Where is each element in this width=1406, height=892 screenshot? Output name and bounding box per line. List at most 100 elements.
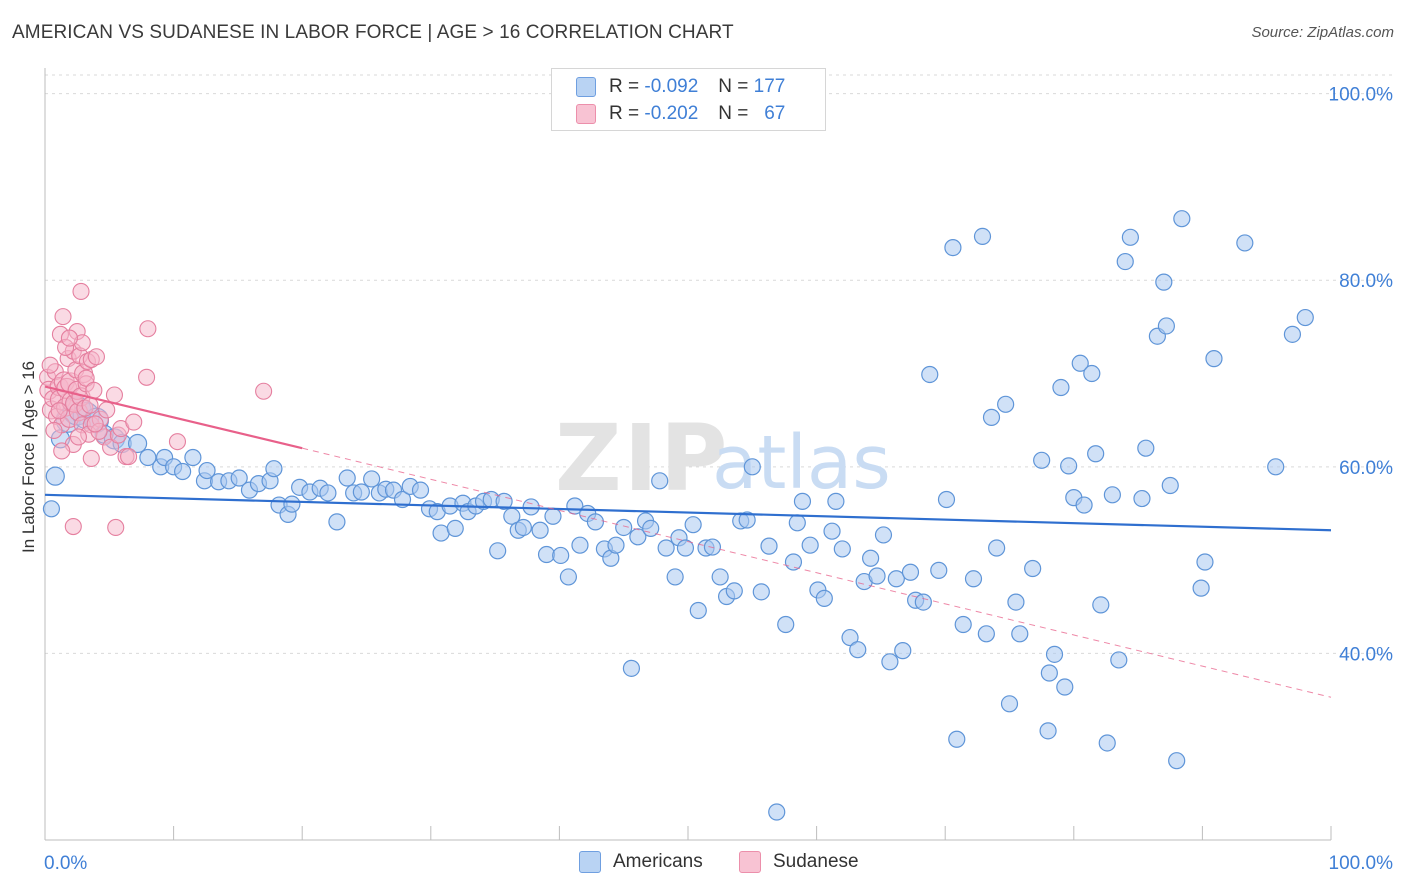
legend-row-americans: R = -0.092 N = 177 xyxy=(576,75,785,99)
american-point xyxy=(944,238,962,257)
american-point xyxy=(1205,350,1223,368)
american-point xyxy=(411,481,430,499)
american-point xyxy=(230,469,248,487)
chart-title: AMERICAN VS SUDANESE IN LABOR FORCE | AG… xyxy=(12,22,734,43)
american-point xyxy=(651,472,669,490)
legend-r-value: -0.202 xyxy=(644,103,699,124)
american-point xyxy=(446,519,464,538)
sudanese-legend-swatch xyxy=(739,851,761,873)
american-point xyxy=(1011,625,1029,643)
american-point xyxy=(1000,695,1019,713)
american-point xyxy=(642,519,660,538)
american-point xyxy=(768,803,786,821)
sudanese-point xyxy=(107,518,125,537)
american-point xyxy=(1196,553,1214,571)
american-point xyxy=(997,395,1015,413)
sudanese-point xyxy=(77,369,95,387)
american-point xyxy=(833,540,851,558)
legend-item-americans[interactable]: Americans xyxy=(579,851,703,873)
american-point xyxy=(862,549,880,567)
sudanese-point xyxy=(87,348,105,366)
american-point xyxy=(1033,451,1051,469)
american-point xyxy=(930,561,948,579)
american-point xyxy=(531,521,549,539)
american-point xyxy=(319,484,337,502)
american-point xyxy=(676,539,695,557)
american-point xyxy=(1098,734,1116,752)
y-axis-label: In Labor Force | Age > 16 xyxy=(19,361,38,553)
american-point xyxy=(948,730,966,748)
trend-lines xyxy=(44,385,1332,698)
american-point xyxy=(1039,722,1057,740)
american-point xyxy=(1092,596,1110,614)
american-point xyxy=(988,539,1006,557)
legend-r-value: -0.092 xyxy=(644,76,699,97)
american-point xyxy=(1056,678,1074,696)
american-point xyxy=(921,365,939,384)
american-point xyxy=(544,507,562,525)
legend-label-americans: Americans xyxy=(613,851,703,872)
american-point xyxy=(901,563,920,581)
american-point xyxy=(849,641,867,659)
sudanese-point xyxy=(54,308,72,326)
axes xyxy=(44,68,1332,841)
american-point xyxy=(363,470,381,488)
sudanese-point xyxy=(53,442,71,460)
sudanese-point xyxy=(168,433,187,451)
sudanese-point xyxy=(50,402,68,420)
american-point xyxy=(1007,593,1025,611)
legend-label-sudanese: Sudanese xyxy=(773,851,859,872)
american-point xyxy=(982,408,1001,426)
american-point xyxy=(725,582,743,600)
american-point xyxy=(1157,317,1175,335)
american-point xyxy=(1133,489,1151,508)
american-point xyxy=(841,628,859,647)
american-point xyxy=(752,583,770,601)
american-point xyxy=(1168,752,1186,770)
american-point xyxy=(127,433,148,454)
american-point xyxy=(1296,308,1314,327)
american-point xyxy=(1161,476,1179,495)
sudanese-point xyxy=(105,386,123,404)
american-point xyxy=(1110,651,1128,669)
sudanese-point xyxy=(60,329,78,347)
american-point xyxy=(552,546,570,565)
legend-item-sudanese[interactable]: Sudanese xyxy=(739,851,859,873)
american-point xyxy=(954,615,972,634)
american-point xyxy=(1103,486,1121,504)
american-point xyxy=(629,528,647,546)
sudanese-swatch xyxy=(576,104,596,124)
american-point xyxy=(711,568,729,586)
american-point xyxy=(784,553,803,571)
american-point xyxy=(489,542,507,560)
americans-swatch xyxy=(576,77,596,97)
sudanese-point xyxy=(120,448,138,466)
american-point xyxy=(684,516,702,534)
y-tick-label: 100.0% xyxy=(1329,85,1394,106)
legend-row-sudanese: R = -0.202 N = 67 xyxy=(576,102,785,126)
american-point xyxy=(522,498,540,516)
watermark: ZIP atlas xyxy=(555,405,891,512)
legend-r-label: R = xyxy=(609,103,640,124)
american-point xyxy=(1155,273,1173,291)
sudanese-point xyxy=(139,320,157,338)
x-tick-label-max: 100.0% xyxy=(1329,853,1394,874)
american-point xyxy=(887,570,905,588)
sudanese-point xyxy=(82,449,100,467)
american-point xyxy=(914,593,932,611)
american-point xyxy=(45,466,65,486)
sudanese-points xyxy=(39,282,273,537)
sudanese-point xyxy=(255,382,273,400)
american-point xyxy=(1052,378,1070,397)
sudanese-point xyxy=(125,413,143,431)
sudanese-point xyxy=(64,517,82,536)
series-legend: Americans Sudanese xyxy=(0,851,1406,877)
y-tick-label: 40.0% xyxy=(1339,644,1393,665)
american-point xyxy=(801,536,819,554)
american-point xyxy=(1087,445,1105,463)
sudanese-point xyxy=(102,438,120,456)
american-point xyxy=(815,589,833,607)
tick-labels: 40.0% 60.0% 80.0% 100.0% 0.0% 100.0% xyxy=(44,85,1393,874)
american-point xyxy=(1267,458,1285,476)
american-point xyxy=(827,492,845,510)
